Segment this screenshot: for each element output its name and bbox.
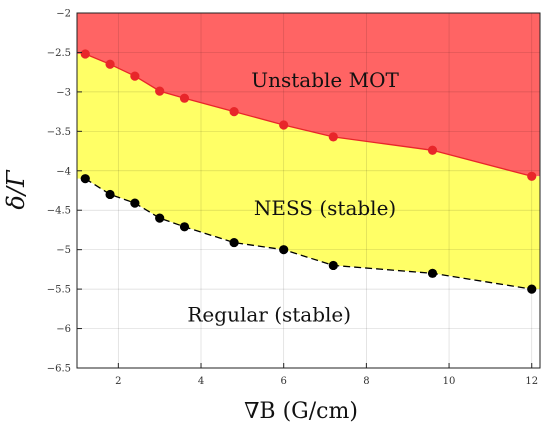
x-tick-label: 6 — [281, 376, 287, 387]
region-ness-stable — [77, 54, 540, 290]
y-tick-label: −6.5 — [47, 364, 71, 375]
region-label: Unstable MOT — [251, 68, 399, 92]
y-tick-label: −4.5 — [47, 206, 71, 217]
x-tick-label: 12 — [525, 376, 538, 387]
y-tick-label: −2 — [56, 9, 71, 20]
y-axis-label: δ/Γ — [2, 169, 30, 210]
data-points — [80, 49, 537, 294]
x-tick-label: 8 — [363, 376, 369, 387]
upper-boundary-point — [427, 145, 438, 155]
y-tick-label: −2.5 — [47, 48, 71, 59]
lower-boundary-point — [80, 174, 90, 184]
lower-boundary-point — [527, 284, 537, 294]
region-regular-stable — [77, 178, 540, 368]
region-unstable-mot — [77, 13, 540, 177]
lower-boundary-point — [229, 237, 239, 248]
lower-boundary-point — [155, 213, 165, 223]
upper-boundary-point — [179, 93, 190, 103]
lower-boundary-point — [105, 189, 115, 200]
upper-boundary-point — [527, 171, 537, 181]
upper-boundary-point — [105, 59, 115, 69]
upper-boundary-point — [130, 71, 140, 81]
lower-boundary-point — [130, 198, 140, 208]
x-tick-label: 4 — [198, 376, 204, 387]
region-labels: Unstable MOT NESS (stable) Regular (stable… — [187, 68, 399, 326]
upper-boundary-point — [80, 49, 90, 59]
lower-boundary-line — [84, 178, 532, 290]
region-label: Regular (stable) — [187, 302, 351, 326]
upper-boundary-point — [155, 86, 165, 96]
lower-boundary-point — [279, 245, 289, 255]
shaded-regions — [77, 13, 540, 368]
x-tick-label: 2 — [115, 376, 121, 387]
region-label: NESS (stable) — [254, 196, 396, 220]
x-tick-label: 10 — [443, 376, 456, 387]
y-tick-label: −5.5 — [47, 285, 71, 296]
upper-boundary-point — [229, 107, 239, 117]
upper-boundary-line — [85, 53, 532, 177]
lower-boundary-point — [179, 222, 190, 232]
x-axis-label: ∇B (G/cm) — [244, 399, 358, 424]
y-tick-label: −6 — [56, 324, 71, 335]
plot-frame — [76, 12, 541, 369]
lower-boundary-point — [427, 268, 438, 278]
y-tick-label: −3 — [56, 87, 71, 98]
upper-boundary-point — [279, 120, 289, 130]
y-tick-label: −4 — [56, 166, 71, 177]
y-tick-label: −5 — [56, 245, 71, 256]
y-tick-label: −3.5 — [47, 127, 71, 138]
upper-boundary-point — [328, 132, 338, 142]
lower-boundary-point — [328, 260, 338, 271]
axis-ticks: 2 4 6 8 10 12 −6.5 −6 −5.5 −5 −4.5 −4 −3.5 −3 −2.5 −2 — [47, 9, 538, 388]
boundary-lines — [84, 53, 532, 290]
